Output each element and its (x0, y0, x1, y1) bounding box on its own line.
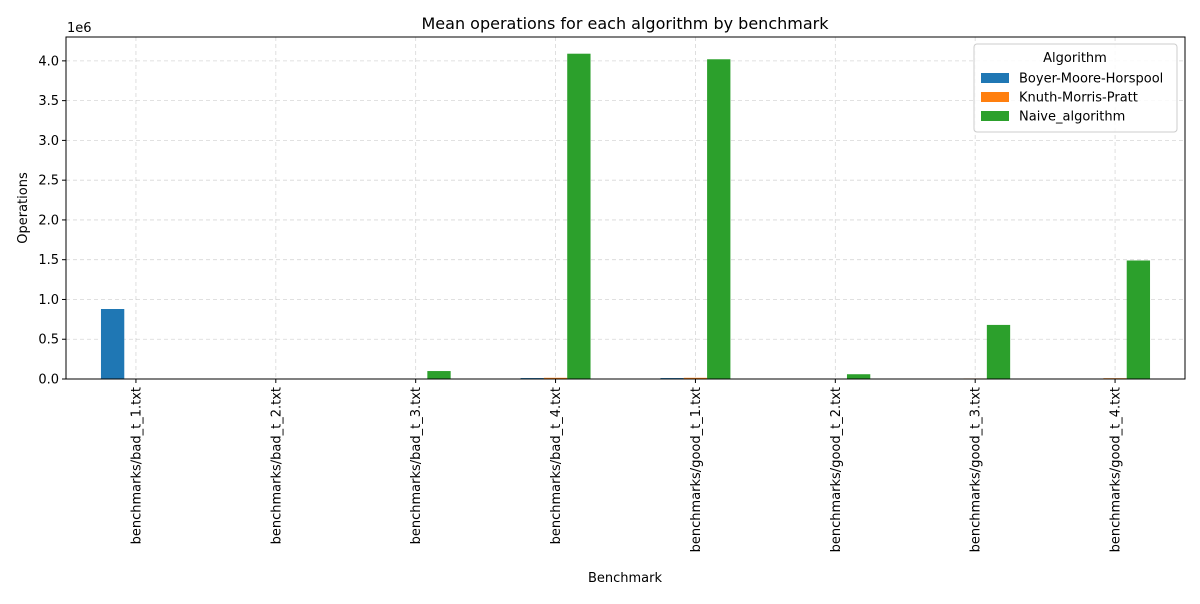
y-tick-label: 1.0 (38, 293, 59, 308)
legend: Algorithm Boyer-Moore-Horspool Knuth-Morr… (974, 44, 1177, 132)
y-tick-label: 0.5 (38, 333, 59, 348)
bar (101, 309, 124, 379)
legend-title: Algorithm (1043, 51, 1107, 66)
chart-title: Mean operations for each algorithm by be… (421, 14, 829, 33)
y-tick-label: 3.0 (38, 134, 59, 149)
legend-label: Knuth-Morris-Pratt (1019, 91, 1138, 106)
bar (1127, 260, 1150, 379)
legend-label: Boyer-Moore-Horspool (1019, 72, 1163, 87)
legend-swatch (981, 111, 1009, 121)
x-tick-label: benchmarks/bad_t_2.txt (269, 387, 284, 544)
y-axis-label: Operations (16, 172, 31, 244)
x-tick-label: benchmarks/good_t_3.txt (969, 387, 984, 552)
y-axis-offset-label: 1e6 (67, 21, 92, 36)
y-tick-label: 2.0 (38, 213, 59, 228)
x-tick-label: benchmarks/good_t_1.txt (689, 387, 704, 552)
legend-label: Naive_algorithm (1019, 110, 1125, 125)
y-tick-label: 4.0 (38, 54, 59, 69)
legend-swatch (981, 92, 1009, 102)
y-tick-label: 3.5 (38, 94, 59, 109)
x-tick-label: benchmarks/good_t_2.txt (829, 387, 844, 552)
bar (707, 59, 730, 379)
y-tick-label: 1.5 (38, 253, 59, 268)
bar (567, 54, 590, 379)
x-tick-label: benchmarks/bad_t_4.txt (549, 387, 564, 544)
bar (427, 371, 450, 379)
x-tick-label: benchmarks/good_t_4.txt (1109, 387, 1124, 552)
x-axis-label: Benchmark (588, 571, 663, 586)
x-tick-label: benchmarks/bad_t_1.txt (129, 387, 144, 544)
y-tick-label: 0.0 (38, 373, 59, 388)
x-tick-label: benchmarks/bad_t_3.txt (409, 387, 424, 544)
bar (987, 325, 1010, 379)
y-tick-label: 2.5 (38, 174, 59, 189)
legend-swatch (981, 73, 1009, 83)
bar (847, 374, 870, 379)
